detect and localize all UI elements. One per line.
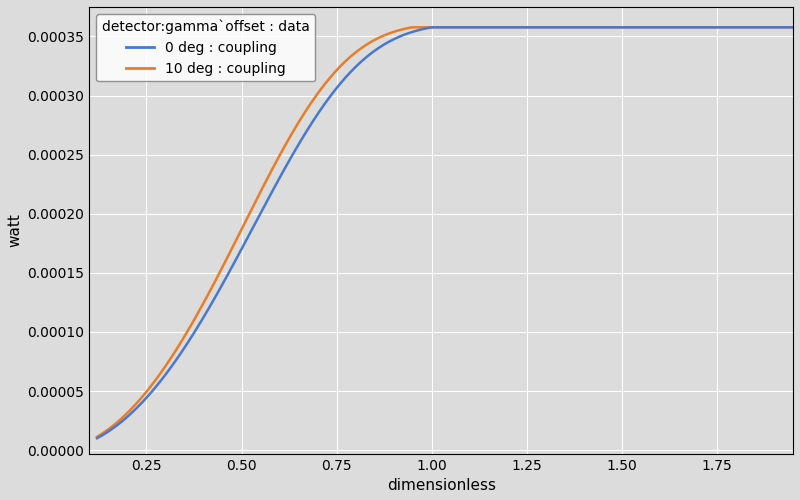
10 deg : coupling: (1.95, 0.000358): coupling: (1.95, 0.000358): [788, 24, 798, 30]
Y-axis label: watt: watt: [7, 214, 22, 247]
0 deg : coupling: (0.12, 1e-05): coupling: (0.12, 1e-05): [92, 435, 102, 441]
0 deg : coupling: (0.86, 0.00034): coupling: (0.86, 0.00034): [374, 45, 383, 51]
10 deg : coupling: (1.58, 0.000358): coupling: (1.58, 0.000358): [648, 24, 658, 30]
10 deg : coupling: (0.948, 0.000358): coupling: (0.948, 0.000358): [407, 24, 417, 30]
0 deg : coupling: (1.95, 0.000358): coupling: (1.95, 0.000358): [788, 24, 798, 30]
0 deg : coupling: (1, 0.000358): coupling: (1, 0.000358): [427, 24, 437, 30]
10 deg : coupling: (0.307, 7.43e-05): coupling: (0.307, 7.43e-05): [163, 360, 173, 366]
Line: 0 deg : coupling: 0 deg : coupling: [97, 28, 793, 438]
10 deg : coupling: (1.55, 0.000358): coupling: (1.55, 0.000358): [636, 24, 646, 30]
Line: 10 deg : coupling: 10 deg : coupling: [97, 28, 793, 437]
0 deg : coupling: (0.307, 6.68e-05): coupling: (0.307, 6.68e-05): [163, 368, 173, 374]
10 deg : coupling: (1.38, 0.000358): coupling: (1.38, 0.000358): [571, 24, 581, 30]
10 deg : coupling: (0.86, 0.000349): coupling: (0.86, 0.000349): [374, 35, 383, 41]
0 deg : coupling: (1.58, 0.000358): coupling: (1.58, 0.000358): [648, 24, 658, 30]
0 deg : coupling: (1.55, 0.000358): coupling: (1.55, 0.000358): [636, 24, 646, 30]
X-axis label: dimensionless: dimensionless: [386, 478, 496, 493]
10 deg : coupling: (0.926, 0.000356): coupling: (0.926, 0.000356): [398, 26, 408, 32]
0 deg : coupling: (0.926, 0.000351): coupling: (0.926, 0.000351): [398, 32, 408, 38]
10 deg : coupling: (0.12, 1.12e-05): coupling: (0.12, 1.12e-05): [92, 434, 102, 440]
0 deg : coupling: (1.38, 0.000358): coupling: (1.38, 0.000358): [571, 24, 581, 30]
Legend: 0 deg : coupling, 10 deg : coupling: 0 deg : coupling, 10 deg : coupling: [96, 14, 315, 82]
